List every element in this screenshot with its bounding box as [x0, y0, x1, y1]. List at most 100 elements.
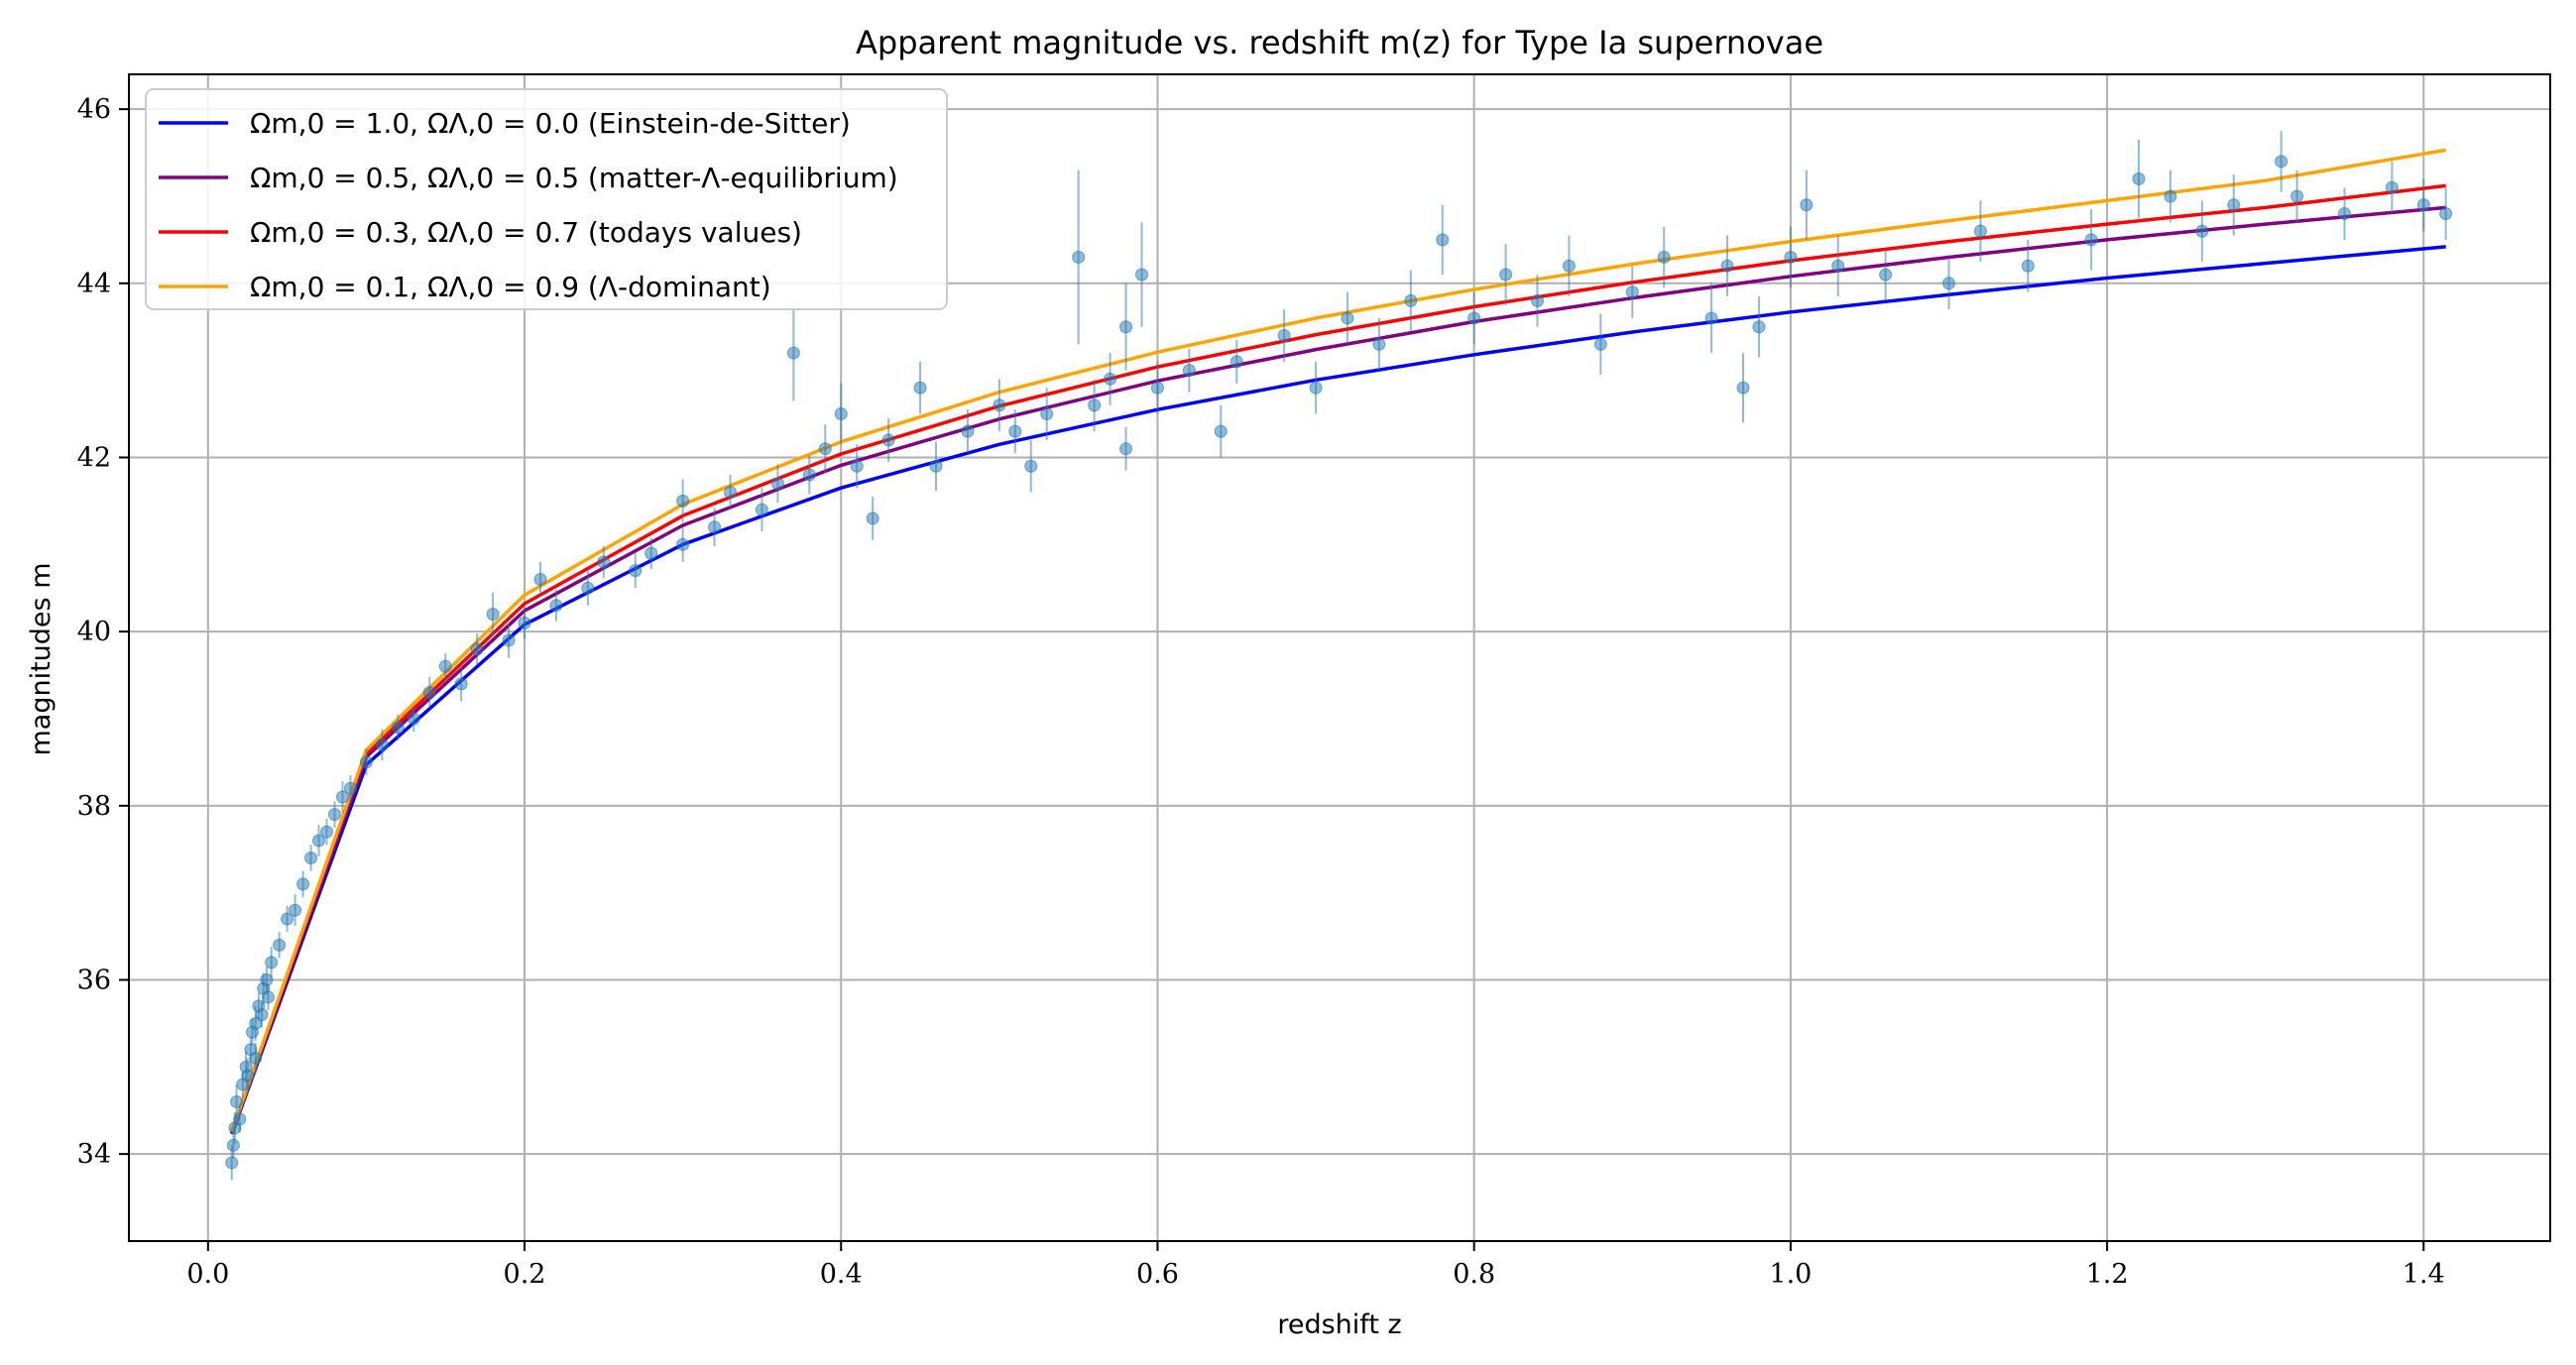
data-marker [233, 1112, 247, 1126]
supernova-point [265, 947, 279, 978]
x-tick-label: 0.6 [1136, 1259, 1179, 1290]
data-marker [249, 1052, 263, 1066]
supernova-point [676, 526, 690, 562]
supernova-point [597, 546, 611, 578]
data-marker [2290, 189, 2304, 203]
supernova-point [2164, 170, 2177, 223]
supernova-point [261, 983, 275, 1011]
data-marker [929, 459, 943, 473]
supernova-point [230, 1083, 244, 1120]
supernova-point [2416, 178, 2430, 232]
supernova-point [260, 967, 274, 993]
supernova-point [629, 553, 643, 589]
model-curve-line [230, 205, 2446, 1134]
supernova-point [391, 714, 405, 740]
data-marker [335, 790, 349, 804]
plot-frame [128, 73, 2551, 1242]
supernova-point [470, 632, 484, 665]
supernova-point [281, 905, 294, 933]
legend-label: Ωm,0 = 1.0, ΩΛ,0 = 0.0 (Einstein-de-Sitt… [250, 107, 851, 140]
data-marker [304, 852, 318, 865]
data-marker [533, 572, 547, 586]
supernova-point [1736, 353, 1750, 423]
legend: Ωm,0 = 1.0, ΩΛ,0 = 0.0 (Einstein-de-Sitt… [145, 88, 948, 310]
data-marker [391, 721, 405, 735]
supernova-point [850, 444, 864, 489]
data-marker [296, 877, 310, 891]
supernova-point [1704, 283, 1718, 354]
y-tick-label: 34 [77, 1139, 111, 1170]
data-marker [1072, 250, 1086, 264]
data-marker [1119, 320, 1133, 334]
supernova-point [320, 818, 334, 846]
supernova-point [2021, 239, 2035, 292]
legend-box [145, 88, 948, 310]
data-marker [676, 537, 690, 551]
y-tick-label: 44 [77, 269, 111, 299]
supernova-point [1134, 222, 1148, 327]
data-marker [1277, 329, 1291, 343]
data-marker [230, 1094, 244, 1108]
data-marker [1436, 233, 1450, 247]
supernova-point [1973, 200, 1987, 262]
data-marker [255, 1008, 269, 1022]
data-marker [1214, 424, 1228, 438]
data-marker [850, 459, 864, 473]
data-marker [1831, 259, 1845, 273]
supernova-point [755, 488, 768, 532]
y-axis-label: magnitudes m [26, 563, 57, 756]
supernova-point [1040, 388, 1054, 440]
supernova-point [2439, 187, 2453, 240]
supernova-point [2338, 187, 2352, 240]
data-marker [1625, 285, 1639, 299]
data-marker [786, 346, 800, 360]
chart-title: Apparent magnitude vs. redshift m(z) for… [856, 24, 1823, 61]
data-marker [2164, 189, 2177, 203]
data-marker [1499, 268, 1513, 282]
data-marker [724, 486, 738, 500]
data-marker [581, 581, 595, 595]
data-marker [320, 825, 334, 839]
data-marker [2275, 155, 2288, 169]
data-marker [1040, 407, 1054, 421]
supernova-point [296, 870, 310, 898]
data-marker [359, 755, 373, 769]
data-marker [454, 677, 468, 691]
supernova-point [273, 932, 287, 959]
data-marker [1467, 311, 1481, 325]
data-marker [2227, 198, 2241, 212]
data-marker [644, 546, 658, 560]
x-tick-label: 1.2 [2086, 1259, 2129, 1290]
data-marker [961, 424, 975, 438]
data-marker [1104, 372, 1117, 386]
data-marker [1941, 277, 1955, 290]
supernova-point [1104, 353, 1117, 405]
data-marker [2132, 171, 2146, 185]
legend-label: Ωm,0 = 0.1, ΩΛ,0 = 0.9 (Λ-dominant) [250, 271, 771, 303]
supernova-point [343, 775, 357, 802]
data-marker [1341, 311, 1354, 325]
data-marker [2338, 207, 2352, 221]
supernova-point [249, 1042, 263, 1075]
supernova-point [581, 570, 595, 606]
supernova-point [289, 894, 302, 927]
data-marker [502, 633, 516, 647]
data-marker [1784, 250, 1798, 264]
supernova-point [1072, 170, 1086, 345]
supernova-point [1150, 361, 1164, 414]
supernova-points [225, 131, 2453, 1181]
data-marker [1182, 364, 1196, 378]
supernova-point [724, 475, 738, 511]
supernova-point [1372, 317, 1386, 371]
data-marker [518, 616, 531, 629]
data-marker [261, 990, 275, 1004]
legend-label: Ωm,0 = 0.3, ΩΛ,0 = 0.7 (todays values) [250, 216, 802, 249]
supernova-point [1088, 379, 1102, 432]
data-marker [470, 642, 484, 656]
supernova-point [1720, 235, 1734, 296]
supernova-point [312, 825, 326, 856]
supernova-point [533, 561, 547, 598]
x-tick-label: 0.0 [186, 1259, 229, 1290]
data-marker [1720, 259, 1734, 273]
